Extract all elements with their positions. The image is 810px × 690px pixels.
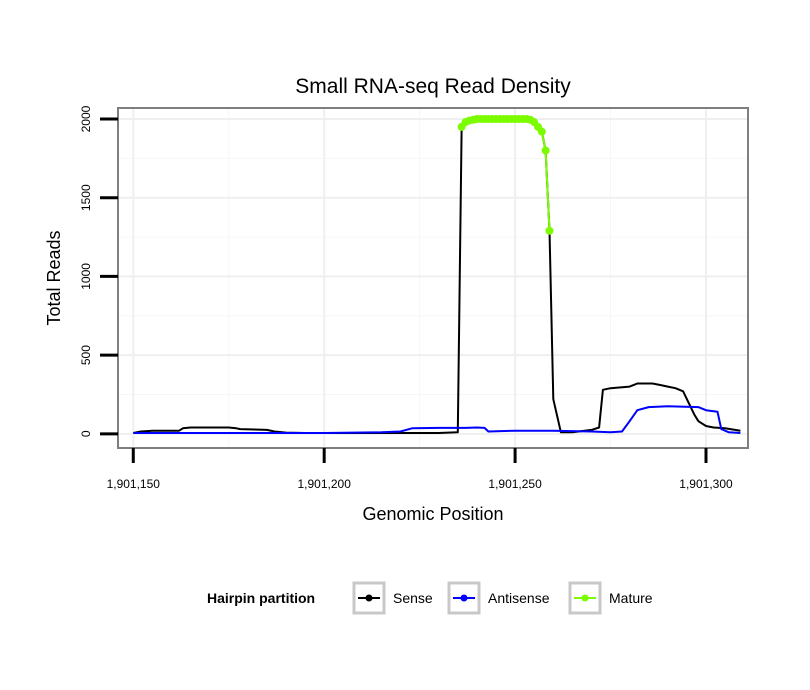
y-tick-label: 2000: [79, 105, 93, 132]
legend-items: Sense Antisense Mature: [352, 581, 653, 615]
y-tick-label: 0: [79, 430, 93, 437]
mature-data-point: [545, 226, 554, 235]
plot-panel: [117, 107, 749, 449]
y-tick-label: 1500: [79, 184, 93, 211]
x-tick-label: 1,901,250: [488, 477, 542, 491]
y-tick-label: 500: [79, 345, 93, 365]
x-tick-label: 1,901,150: [107, 477, 161, 491]
legend-point-mature: [581, 594, 589, 602]
x-tick-label: 1,901,200: [297, 477, 351, 491]
x-axis: 1,901,150 1,901,200 1,901,250 1,901,300: [107, 448, 733, 491]
x-axis-title: Genomic Position: [362, 504, 503, 524]
legend-label-sense: Sense: [393, 590, 433, 606]
plot-background: [118, 108, 748, 448]
chart-title: Small RNA-seq Read Density: [295, 75, 571, 98]
legend-label-antisense: Antisense: [488, 590, 550, 606]
antisense-series-line: [133, 405, 741, 434]
x-tick-label: 1,901,300: [679, 477, 733, 491]
series-points: [457, 115, 554, 235]
plot-border: [117, 107, 749, 449]
legend-title: Hairpin partition: [207, 590, 315, 606]
legend-point-sense: [365, 594, 373, 602]
mature-data-point: [541, 146, 550, 155]
legend-label-mature: Mature: [609, 590, 653, 606]
legend: Hairpin partition Sense Antisense Mature: [207, 581, 653, 615]
mature-data-point: [537, 127, 546, 136]
legend-point-antisense: [460, 594, 468, 602]
y-axis-title: Total Reads: [44, 230, 64, 325]
y-axis: 0 500 1000 1500 2000: [79, 105, 118, 437]
y-tick-label: 1000: [79, 263, 93, 290]
